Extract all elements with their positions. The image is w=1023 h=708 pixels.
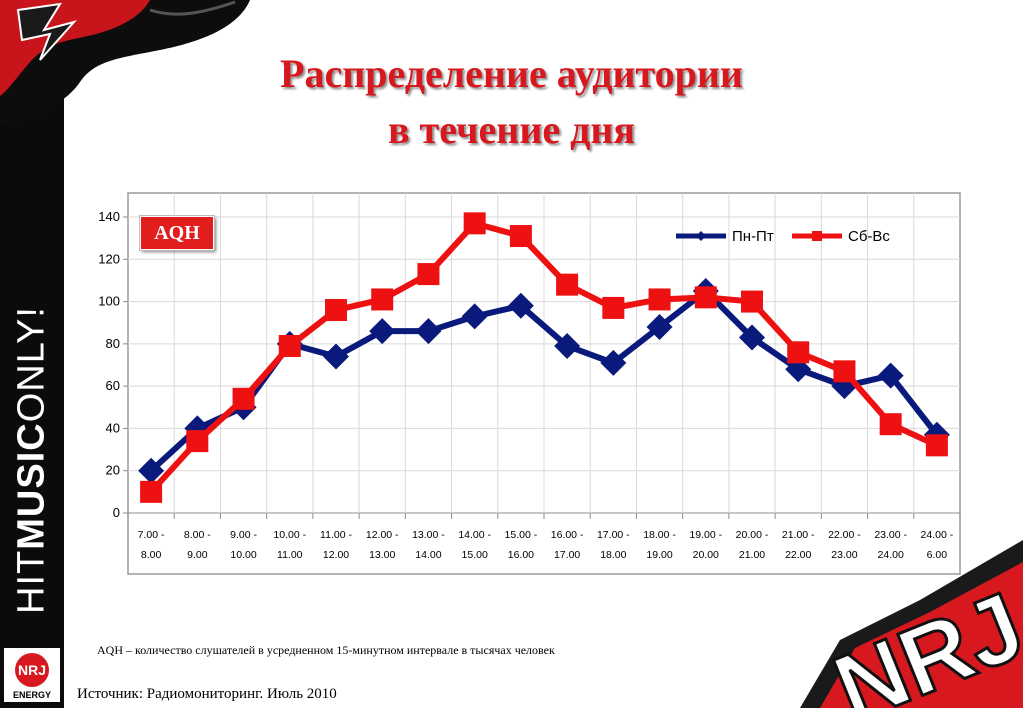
data-point-square [509,225,532,248]
x-tick-label: 14.00 - [458,529,491,541]
x-tick-label: 7.00 - [138,529,165,541]
data-point-square [648,288,671,311]
data-point-square [186,430,209,453]
x-tick-label-end: 24.00 [878,549,904,561]
x-tick-label-end: 9.00 [187,549,208,561]
data-point-diamond [415,318,442,345]
y-tick-label: 140 [98,209,120,224]
data-point-square [833,360,856,383]
data-point-square [371,288,394,311]
data-point-square [278,334,301,357]
aqh-badge: AQH [139,215,215,251]
data-point-square [463,212,486,235]
x-tick-label-end: 13.00 [369,549,395,561]
nrj-logo: NRJ [800,540,1023,708]
y-tick-label: 20 [106,463,120,478]
legend-marker-square [812,231,822,241]
x-tick-label: 11.00 - [320,529,352,541]
x-tick-label-end: 17.00 [554,549,580,561]
y-tick-label: 40 [106,420,120,435]
data-point-diamond [507,292,534,319]
data-point-diamond [646,313,673,340]
data-point-square [417,263,440,286]
x-tick-label: 23.00 - [874,529,907,541]
data-point-diamond [138,457,165,484]
legend-label: Пн-Пт [732,228,774,245]
chart-legend: Пн-Пт Сб-Вс [676,228,890,245]
x-tick-label: 21.00 - [782,529,815,541]
x-tick-label: 18.00 - [643,529,676,541]
nrj-badge-logo: NRJ ENERGY [4,648,60,702]
x-tick-label-end: 8.00 [141,549,162,561]
chart-series [138,212,950,503]
page-title: Распределение аудитории в течение дня [0,46,1023,158]
title-line-2: в течение дня [387,107,636,152]
y-tick-label: 80 [106,336,120,351]
data-point-square [602,296,625,319]
x-tick-label-end: 20.00 [693,549,719,561]
x-tick-label-end: 18.00 [600,549,626,561]
footnote: AQH – количество слушателей в усредненно… [97,643,555,657]
data-point-square [694,286,717,309]
top-left-decoration [0,0,250,125]
data-point-diamond [323,343,349,370]
data-point-diamond [369,318,396,345]
data-point-diamond [877,362,904,389]
data-point-square [879,413,902,436]
series-weekend [140,212,948,503]
x-tick-label-end: 22.00 [785,549,811,561]
source-note: Источник: Радиомониторинг. Июль 2010 [77,686,337,702]
data-point-diamond [739,324,765,351]
x-tick-label-end: 14.00 [415,549,441,561]
x-tick-label: 24.00 - [921,529,954,541]
chart-axes: 0 20 40 60 80 100 120 140 7.00 - 8.00 8.00 - 9.00 9.… [98,209,961,561]
data-point-square [741,290,763,313]
x-tick-label: 19.00 - [689,529,722,541]
y-tick-label: 100 [98,294,120,309]
x-tick-label: 20.00 - [736,529,769,541]
x-tick-label: 15.00 - [505,529,538,541]
data-point-square [232,387,255,410]
badge-text: NRJ [18,662,46,678]
title-line-1: Распределение аудитории [280,51,743,96]
legend-label: Сб-Вс [848,228,890,245]
x-tick-label-end: 19.00 [646,549,672,561]
data-point-square [140,480,163,503]
x-tick-label-end: 6.00 [927,549,948,561]
data-point-diamond [554,332,581,359]
legend-marker-diamond [696,231,706,241]
x-tick-label-end: 15.00 [462,549,488,561]
badge-subtext: ENERGY [13,690,51,700]
x-tick-label: 22.00 - [828,529,861,541]
data-point-square [925,434,948,457]
x-tick-label: 17.00 - [597,529,630,541]
data-point-diamond [461,303,488,330]
data-point-square [787,341,810,364]
y-tick-label: 60 [106,378,120,393]
data-point-square [556,273,579,296]
x-tick-label: 10.00 - [273,529,306,541]
x-tick-label-end: 16.00 [508,549,534,561]
data-point-diamond [600,349,627,376]
data-point-square [325,299,347,322]
x-tick-label: 12.00 - [366,529,399,541]
logo-text: NRJ [820,572,1023,708]
x-tick-label-end: 23.00 [831,549,857,561]
x-tick-label-end: 11.00 [277,549,303,561]
x-tick-label-end: 21.00 [739,549,765,561]
y-tick-label: 120 [98,251,120,266]
x-tick-label: 16.00 - [551,529,584,541]
x-tick-label: 8.00 - [184,529,211,541]
x-tick-label-end: 12.00 [323,549,349,561]
y-tick-label: 0 [113,505,120,520]
x-tick-label: 9.00 - [230,529,257,541]
x-tick-label: 13.00 - [412,529,445,541]
x-tick-label-end: 10.00 [230,549,256,561]
